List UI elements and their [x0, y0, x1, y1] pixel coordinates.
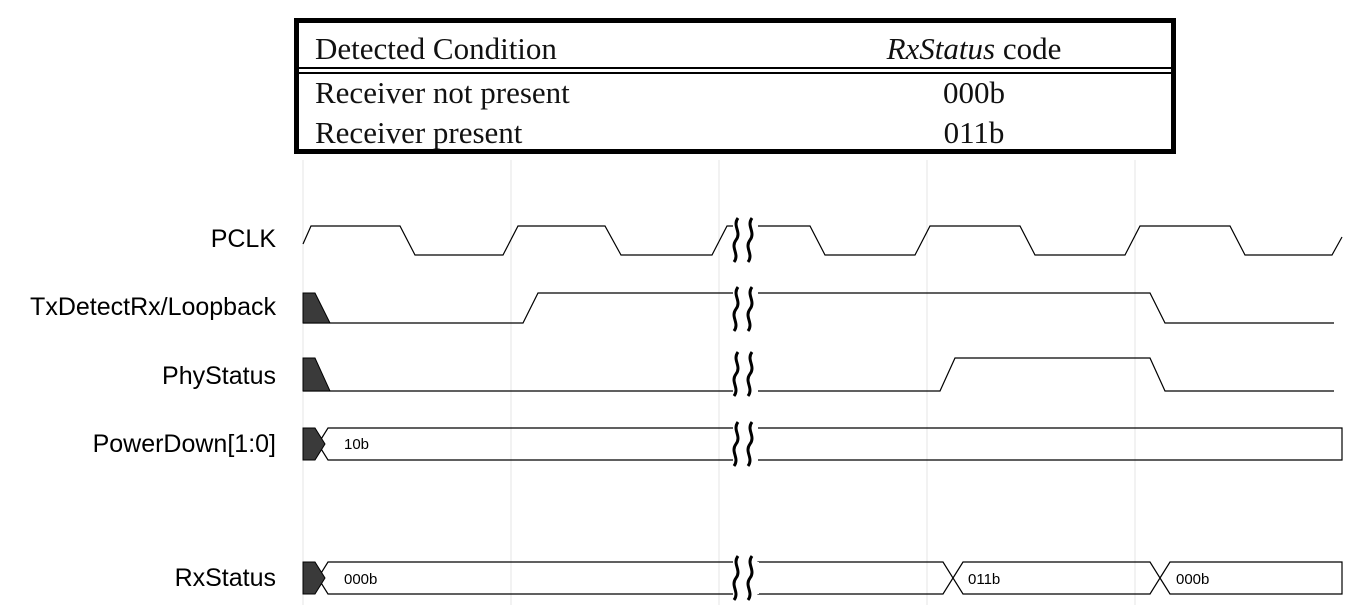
txdetect-waveform-after-break [758, 292, 1334, 324]
break-mark-pclk [732, 217, 754, 263]
header-rxstatus-italic: RxStatus [886, 31, 996, 66]
header-divider-top [299, 67, 1171, 69]
undefined-regions [302, 292, 331, 595]
table-row: Receiver not present 000b [299, 73, 1171, 113]
header-rxstatus-code: RxStatus code [859, 29, 1089, 69]
row-condition: Receiver present [315, 115, 523, 150]
header-divider-bottom [299, 72, 1171, 74]
powerdown-bus-after-break [758, 427, 1343, 461]
powerdown-bus [317, 427, 733, 461]
gridlines [302, 160, 1136, 605]
phystatus-undefined-wedge [302, 357, 331, 392]
break-mark-powerdown [732, 421, 754, 467]
header-code-suffix: code [995, 31, 1062, 66]
break-mark-rxstatus [732, 555, 754, 601]
break-mark-phystatus [732, 351, 754, 397]
header-detected-condition: Detected Condition [315, 31, 557, 66]
rxstatus-bus-segment-011b [757, 561, 954, 595]
powerdown-value-label: 10b [344, 436, 369, 453]
rxstatus-value-final: 000b [1176, 571, 1209, 588]
table-header-row: Detected Condition RxStatus code [299, 29, 1171, 69]
row-code: 000b [943, 75, 1005, 110]
time-break-marks [732, 217, 754, 601]
rxstatus-undefined-wedge [302, 561, 326, 595]
phystatus-waveform-after-break [758, 357, 1334, 392]
rxstatus-bus-segment-end [1159, 561, 1343, 595]
row-code: 011b [943, 115, 1005, 150]
table-row: Receiver present 011b [299, 113, 1171, 153]
row-condition: Receiver not present [315, 75, 570, 110]
txdetect-undefined-wedge [302, 292, 331, 324]
signal-label-rxstatus: RxStatus [174, 564, 276, 592]
signal-label-phystatus: PhyStatus [162, 362, 276, 390]
signal-label-powerdown: PowerDown[1:0] [92, 430, 276, 458]
rxstatus-value-initial: 000b [344, 571, 377, 588]
rxstatus-value-detected: 011b [968, 571, 1000, 588]
txdetect-waveform [303, 292, 733, 324]
pclk-waveform-after-break [758, 225, 1343, 256]
break-mark-txdetect [732, 286, 754, 332]
rxstatus-bus [317, 561, 733, 595]
powerdown-undefined-wedge [302, 427, 326, 461]
pclk-waveform [302, 225, 733, 256]
signal-label-txdetectrx-loopback: TxDetectRx/Loopback [30, 293, 276, 321]
rxstatus-code-table: Detected Condition RxStatus code Receive… [294, 18, 1176, 154]
signal-label-pclk: PCLK [210, 225, 276, 253]
